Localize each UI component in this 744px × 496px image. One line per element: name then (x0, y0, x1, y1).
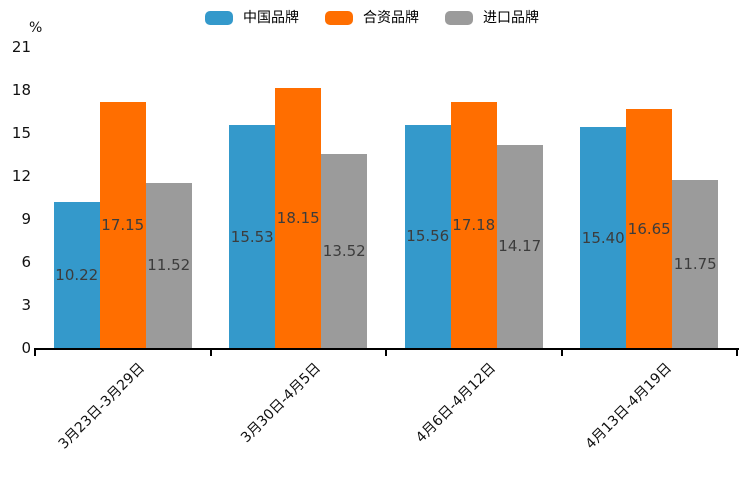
bar-value-label: 17.15 (101, 216, 145, 235)
bar (321, 154, 368, 348)
bar-value-label: 10.22 (55, 265, 99, 284)
bar-value-label: 17.18 (452, 215, 496, 234)
x-tick (560, 348, 563, 356)
bar-value-label: 18.15 (276, 208, 320, 227)
legend-swatch-icon (325, 11, 353, 25)
legend-label: 合资品牌 (363, 10, 419, 26)
legend-item[interactable]: 进口品牌 (445, 9, 539, 27)
x-tick (34, 348, 36, 356)
bar (672, 179, 719, 348)
legend-swatch-icon (205, 11, 233, 25)
bar (53, 201, 100, 348)
y-tick-label: 6 (21, 253, 31, 271)
bar-value-label: 15.53 (230, 227, 274, 246)
x-category-label-text: 3月23日-3月29日 (55, 360, 149, 453)
x-category-label-text: 4月6日-4月12日 (413, 360, 500, 447)
legend-label: 进口品牌 (483, 10, 539, 26)
bar-value-label: 11.52 (147, 256, 191, 275)
bar-value-label: 13.52 (322, 242, 366, 261)
bar (145, 182, 192, 348)
bar-value-label: 11.75 (673, 254, 717, 273)
bar (626, 109, 673, 348)
x-tick (385, 348, 387, 356)
bar-value-label: 15.56 (406, 227, 450, 246)
bar-value-label: 16.65 (627, 219, 671, 238)
y-tick-label: 3 (21, 296, 31, 314)
bar (275, 87, 322, 348)
y-tick-label: 12 (11, 167, 31, 185)
legend-label: 中国品牌 (243, 10, 299, 26)
x-category-label-text: 4月13日-4月19日 (582, 360, 675, 453)
x-category-label-text: 3月30日-4月5日 (237, 360, 324, 447)
y-tick-label: 0 (21, 339, 31, 357)
legend-item[interactable]: 中国品牌 (205, 9, 299, 27)
legend: 中国品牌 合资品牌 进口品牌 (0, 9, 744, 27)
x-tick (736, 348, 738, 356)
bar (404, 124, 451, 348)
bar (229, 125, 276, 348)
bar (99, 102, 146, 348)
y-tick-label: 9 (21, 210, 31, 228)
legend-item[interactable]: 合资品牌 (325, 9, 419, 27)
bar-value-label: 15.40 (581, 228, 625, 247)
bar (450, 101, 497, 348)
x-tick (209, 348, 212, 356)
y-axis-unit-label: % (29, 20, 43, 36)
bar (496, 144, 543, 348)
bar (580, 127, 627, 348)
y-tick-label: 18 (11, 81, 31, 99)
legend-swatch-icon (445, 11, 473, 25)
bar-value-label: 14.17 (498, 237, 542, 256)
y-tick-label: 21 (11, 38, 31, 56)
y-tick-label: 15 (11, 124, 31, 142)
